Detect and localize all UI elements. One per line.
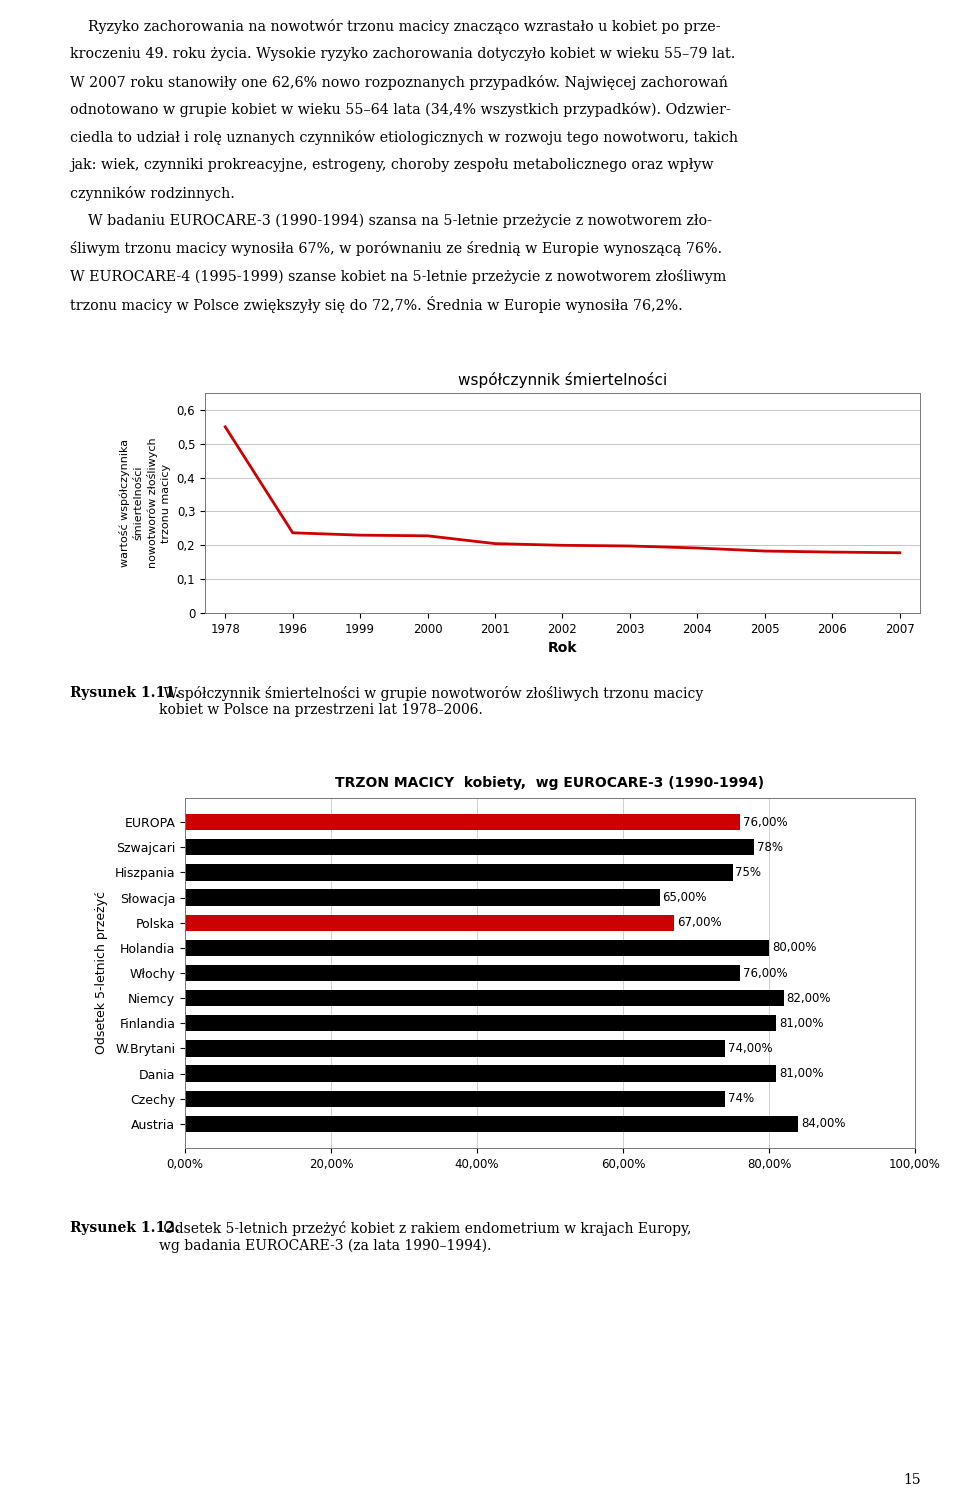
Text: kroczeniu 49. roku życia. Wysokie ryzyko zachorowania dotyczyło kobiet w wieku 5: kroczeniu 49. roku życia. Wysokie ryzyko… xyxy=(70,47,735,60)
Text: 76,00%: 76,00% xyxy=(743,815,787,829)
Text: 67,00%: 67,00% xyxy=(677,916,722,930)
Bar xyxy=(185,1115,798,1132)
Text: Rysunek 1.12.: Rysunek 1.12. xyxy=(70,1221,180,1236)
Text: 81,00%: 81,00% xyxy=(780,1017,824,1029)
Text: 78%: 78% xyxy=(757,841,783,854)
Text: śliwym trzonu macicy wynosiła 67%, w porównaniu ze średnią w Europie wynoszącą 7: śliwym trzonu macicy wynosiła 67%, w por… xyxy=(70,241,722,256)
Text: Rysunek 1.11.: Rysunek 1.11. xyxy=(70,686,180,699)
Y-axis label: wartość współczynnika
śmiertelności
nowotworów złośliwych
trzonu macicy: wartość współczynnika śmiertelności nowo… xyxy=(119,437,171,568)
Text: 84,00%: 84,00% xyxy=(801,1117,846,1130)
Text: Współczynnik śmiertelności w grupie nowotworów złośliwych trzonu macicy
kobiet w: Współczynnik śmiertelności w grupie nowo… xyxy=(159,686,704,717)
Bar xyxy=(185,814,740,830)
Text: jak: wiek, czynniki prokreacyjne, estrogeny, choroby zespołu metabolicznego oraz: jak: wiek, czynniki prokreacyjne, estrog… xyxy=(70,158,713,172)
Text: 65,00%: 65,00% xyxy=(662,891,707,904)
Text: W badaniu EUROCARE-3 (1990-1994) szansa na 5-letnie przeżycie z nowotworem zło-: W badaniu EUROCARE-3 (1990-1994) szansa … xyxy=(70,214,712,228)
Text: Ryzyko zachorowania na nowotwór trzonu macicy znacząco wzrastało u kobiet po prz: Ryzyko zachorowania na nowotwór trzonu m… xyxy=(70,20,721,35)
Text: 15: 15 xyxy=(903,1472,921,1486)
Text: 80,00%: 80,00% xyxy=(772,942,816,954)
Text: 75%: 75% xyxy=(735,867,761,879)
Text: 81,00%: 81,00% xyxy=(780,1067,824,1081)
Bar xyxy=(185,940,769,955)
Text: ciedla to udział i rolę uznanych czynników etiologicznych w rozwoju tego nowotwo: ciedla to udział i rolę uznanych czynnik… xyxy=(70,130,738,145)
Text: 82,00%: 82,00% xyxy=(786,992,831,1005)
Bar xyxy=(185,1091,725,1108)
Text: 76,00%: 76,00% xyxy=(743,966,787,980)
Bar xyxy=(185,864,732,880)
Title: TRZON MACICY  kobiety,  wg EUROCARE-3 (1990-1994): TRZON MACICY kobiety, wg EUROCARE-3 (199… xyxy=(335,776,764,790)
Bar xyxy=(185,839,755,856)
Bar xyxy=(185,1016,777,1031)
Text: odnotowano w grupie kobiet w wieku 55–64 lata (34,4% wszystkich przypadków). Odz: odnotowano w grupie kobiet w wieku 55–64… xyxy=(70,102,731,118)
Text: 74%: 74% xyxy=(728,1093,755,1105)
Bar xyxy=(185,915,674,931)
Bar xyxy=(185,990,783,1007)
Text: Odsetek 5-letnich przeżyć kobiet z rakiem endometrium w krajach Europy,
wg badan: Odsetek 5-letnich przeżyć kobiet z rakie… xyxy=(159,1221,691,1252)
Text: trzonu macicy w Polsce zwiększyły się do 72,7%. Średnia w Europie wynosiła 76,2%: trzonu macicy w Polsce zwiększyły się do… xyxy=(70,297,683,313)
Text: 74,00%: 74,00% xyxy=(728,1041,773,1055)
Bar xyxy=(185,889,660,906)
Y-axis label: Odsetek 5-letnich przeżyć: Odsetek 5-letnich przeżyć xyxy=(95,892,108,1055)
Bar xyxy=(185,1040,725,1056)
Bar xyxy=(185,964,740,981)
Text: czynników rodzinnych.: czynników rodzinnych. xyxy=(70,185,235,200)
Bar xyxy=(185,1065,777,1082)
Title: współczynnik śmiertelności: współczynnik śmiertelności xyxy=(458,372,667,387)
Text: W 2007 roku stanowiły one 62,6% nowo rozpoznanych przypadków. Najwięcej zachorow: W 2007 roku stanowiły one 62,6% nowo roz… xyxy=(70,75,728,89)
Text: W EUROCARE-4 (1995-1999) szanse kobiet na 5-letnie przeżycie z nowotworem złośli: W EUROCARE-4 (1995-1999) szanse kobiet n… xyxy=(70,268,727,283)
X-axis label: Rok: Rok xyxy=(548,642,577,656)
